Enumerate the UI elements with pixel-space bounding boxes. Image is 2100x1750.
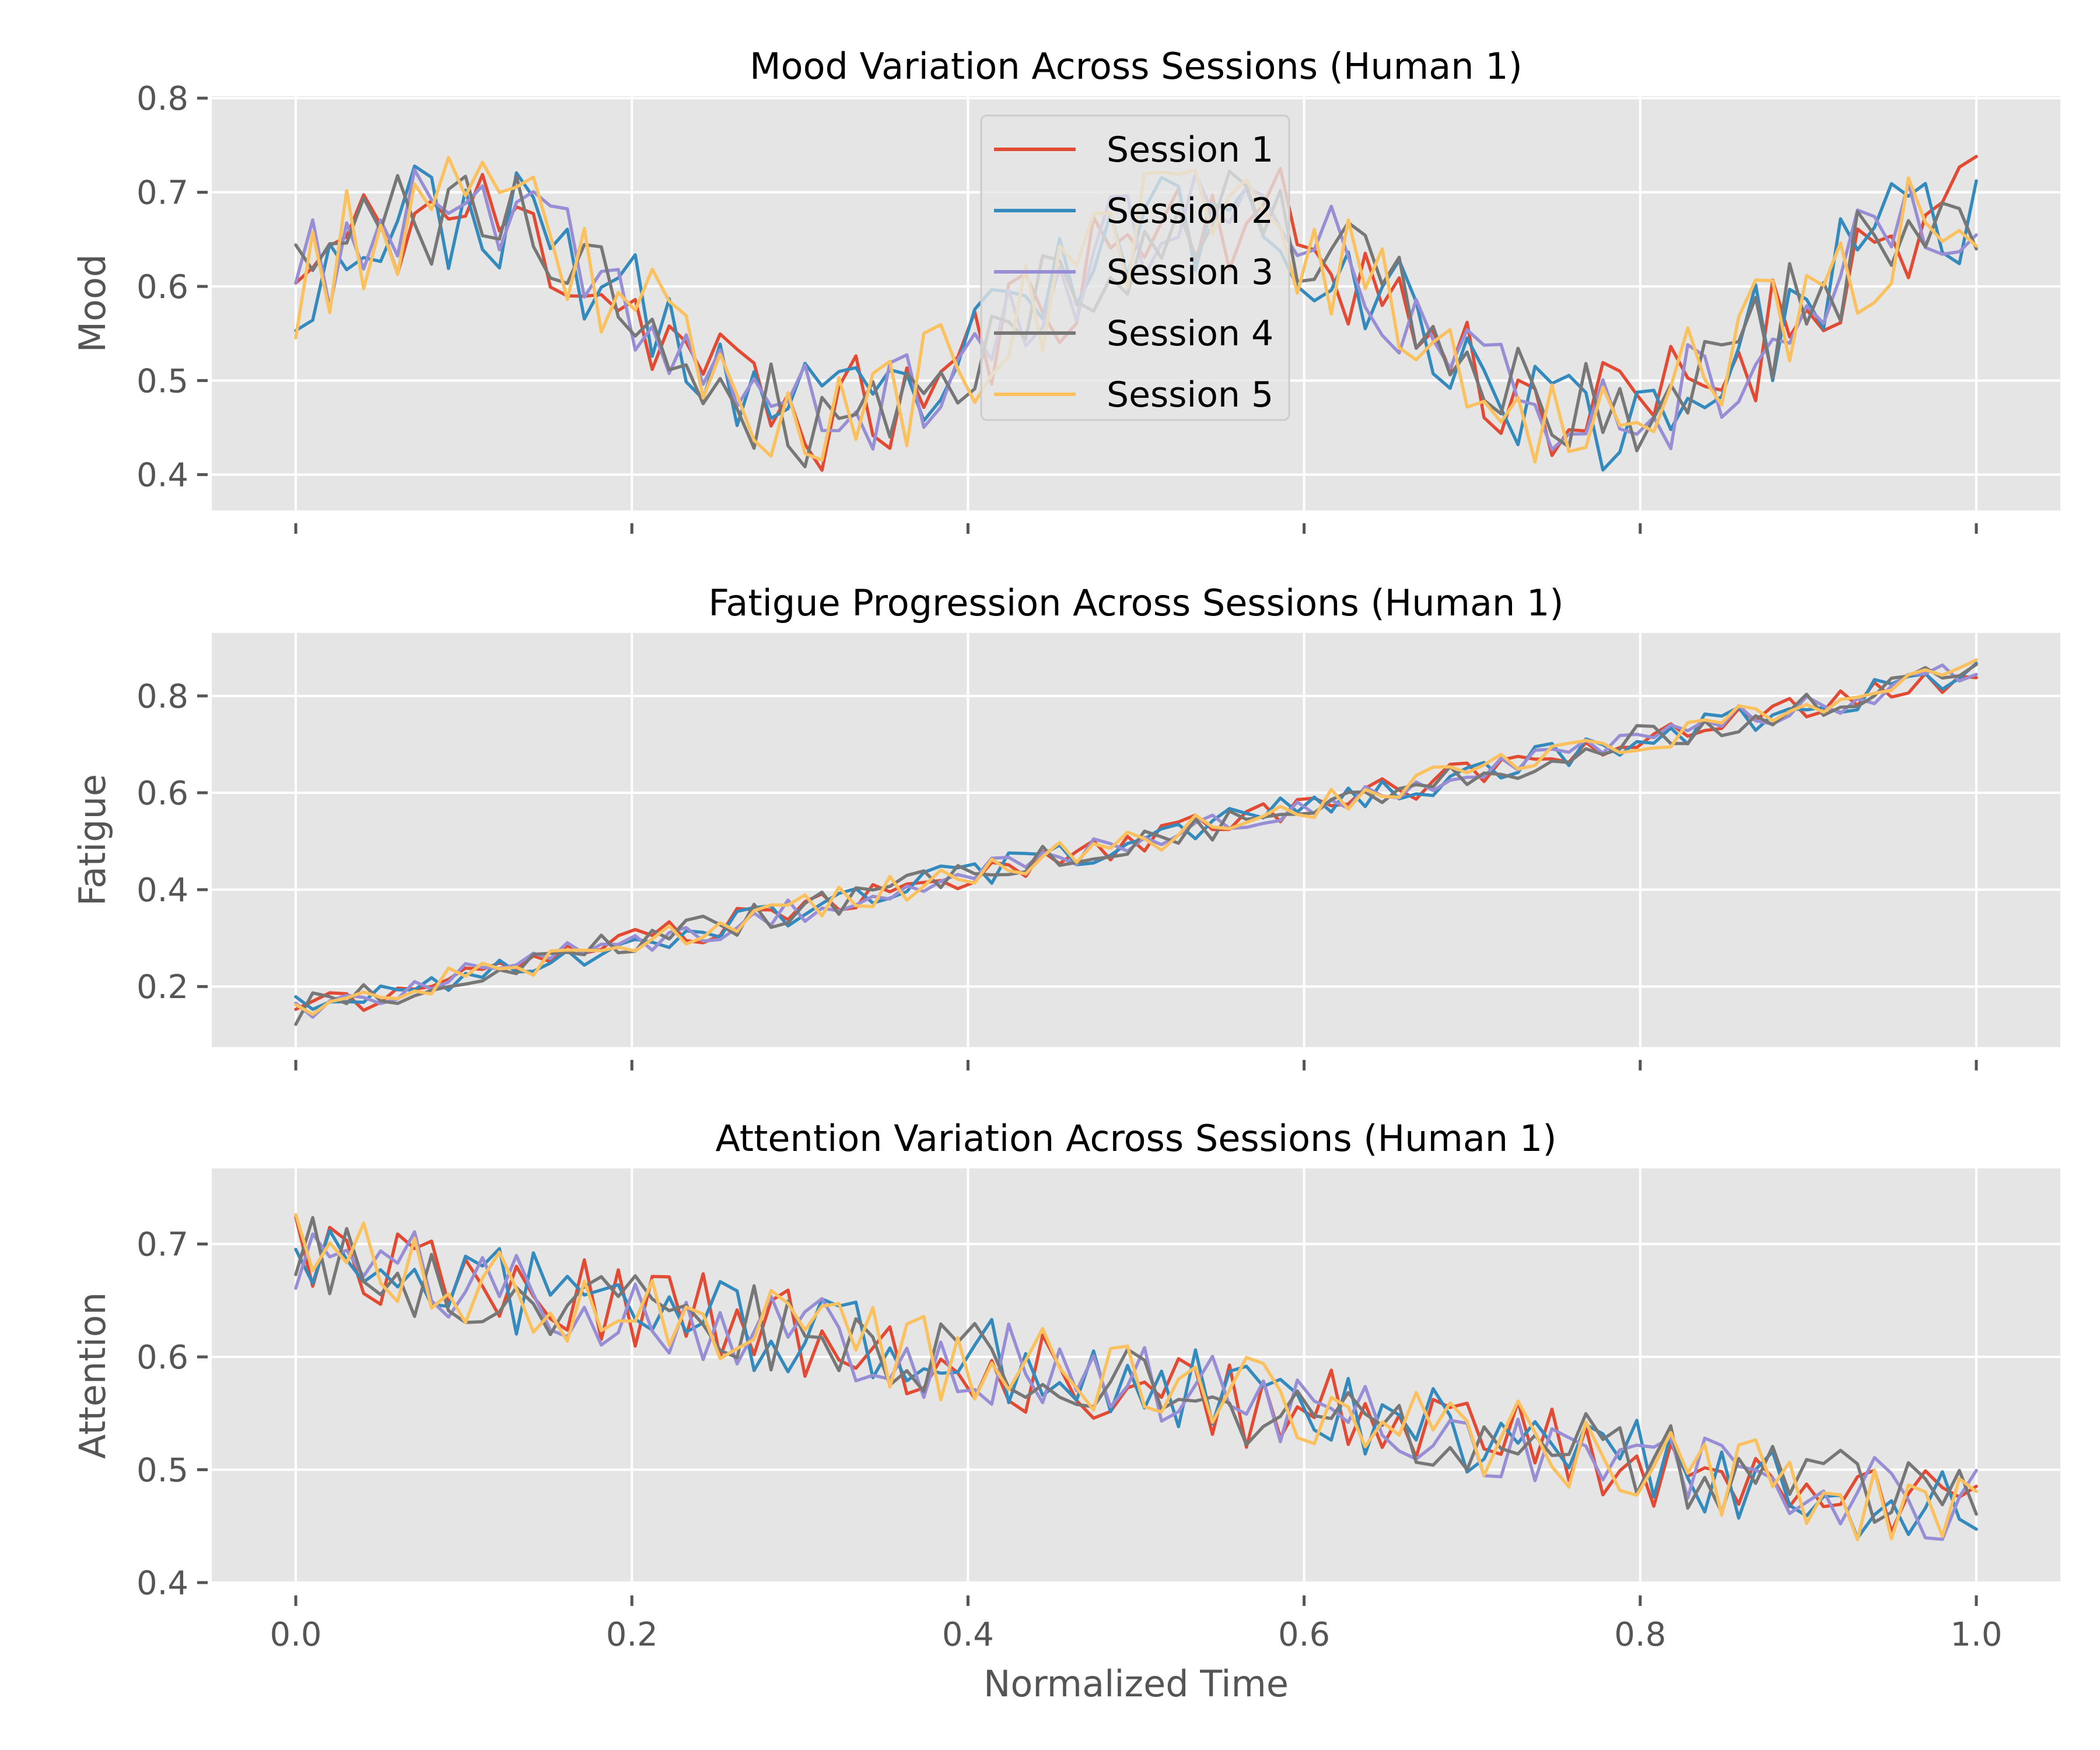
legend: Session 1 Session 2 Session 3 Session 4 Sess…: [980, 114, 1290, 421]
y-axis-label: Attention: [71, 1292, 114, 1459]
y-tick-label: 0.4: [136, 872, 188, 909]
series-line-session-5: [294, 658, 1978, 1016]
x-tick-label: 1.0: [1950, 1616, 2002, 1654]
series-line-session-4: [294, 663, 1978, 1026]
legend-label: Session 1: [1107, 130, 1273, 170]
series-line-session-3: [294, 1230, 1978, 1541]
legend-label: Session 2: [1107, 191, 1273, 232]
chart-panel-3: 0.4 0.5 0.6 0.7 0.0 0.2 0.4 0.6 0.8 1.0 Attention …: [71, 1117, 2060, 1705]
y-tick-label: 0.5: [136, 1452, 188, 1490]
legend-label: Session 3: [1107, 252, 1273, 293]
legend-box: [980, 114, 1290, 421]
series-line-session-5: [294, 1213, 1978, 1542]
y-tick-label: 0.5: [136, 362, 188, 400]
y-tick-label: 0.7: [136, 174, 188, 212]
y-tick-label: 0.6: [136, 775, 188, 813]
x-tick-label: 0.0: [270, 1616, 322, 1654]
chart-title: Mood Variation Across Sessions (Human 1): [750, 45, 1522, 88]
y-axis-label: Mood: [71, 254, 114, 353]
x-axis-label: Normalized Time: [984, 1662, 1289, 1705]
y-tick-label: 0.7: [136, 1226, 188, 1264]
y-tick-label: 0.6: [136, 1339, 188, 1377]
y-tick-label: 0.8: [136, 80, 188, 118]
legend-label: Session 4: [1107, 313, 1273, 354]
chart-panel-1: 0.4 0.5 0.6 0.7 0.8 Mood Variation Across Ses…: [71, 45, 2060, 534]
y-tick-label: 0.2: [136, 968, 188, 1006]
chart-title: Attention Variation Across Sessions (Hum…: [715, 1117, 1556, 1160]
y-tick-label: 0.4: [136, 457, 188, 495]
chart-panel-2: 0.2 0.4 0.6 0.8 Fatigue Progression Across S…: [71, 582, 2060, 1070]
x-tick-label: 0.6: [1278, 1616, 1330, 1654]
chart-title: Fatigue Progression Across Sessions (Hum…: [708, 582, 1563, 624]
x-tick-label: 0.8: [1614, 1616, 1666, 1654]
y-tick-label: 0.8: [136, 678, 188, 716]
legend-label: Session 5: [1107, 374, 1273, 415]
x-tick-label: 0.4: [942, 1616, 994, 1654]
y-tick-label: 0.6: [136, 268, 188, 306]
x-tick-label: 0.2: [606, 1616, 658, 1654]
series-line-session-4: [294, 1216, 1978, 1524]
y-tick-label: 0.4: [136, 1564, 188, 1602]
y-axis-label: Fatigue: [71, 774, 114, 906]
